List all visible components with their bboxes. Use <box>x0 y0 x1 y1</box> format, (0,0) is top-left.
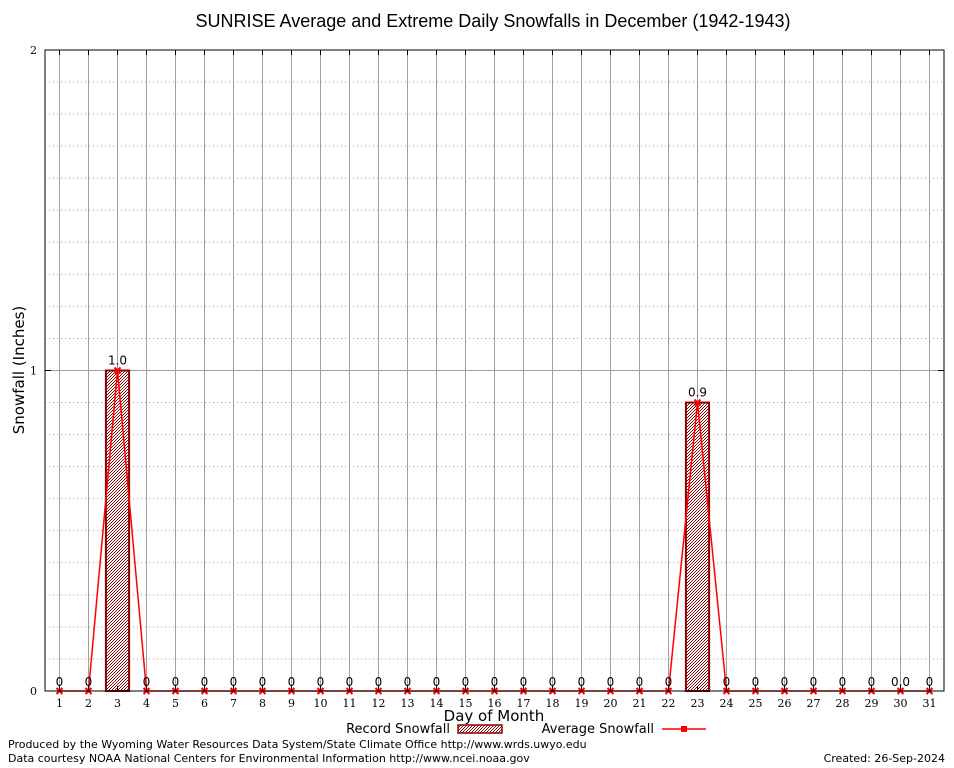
x-tick-label: 19 <box>575 697 589 710</box>
x-tick-label: 24 <box>720 697 734 710</box>
footer-created: Created: 26-Sep-2024 <box>823 752 945 765</box>
x-tick-label: 9 <box>288 697 295 710</box>
data-label: 0 <box>636 675 644 689</box>
data-label: 0 <box>433 675 441 689</box>
data-label: 0 <box>346 675 354 689</box>
data-label: 0 <box>607 675 615 689</box>
footer-produced-by: Produced by the Wyoming Water Resources … <box>8 738 587 751</box>
y-tick-label: 0 <box>30 685 37 698</box>
x-tick-label: 26 <box>778 697 792 710</box>
data-label: 0 <box>143 675 151 689</box>
x-tick-label: 29 <box>865 697 879 710</box>
data-label: 0 <box>665 675 673 689</box>
data-label: 0 <box>868 675 876 689</box>
x-tick-label: 10 <box>314 697 328 710</box>
x-tick-label: 21 <box>633 697 647 710</box>
data-label: 0 <box>172 675 180 689</box>
x-tick-label: 7 <box>230 697 237 710</box>
x-tick-label: 4 <box>143 697 150 710</box>
data-label: 1.0 <box>108 354 127 368</box>
x-tick-label: 5 <box>172 697 179 710</box>
x-tick-label: 28 <box>836 697 850 710</box>
legend-marker-average <box>681 726 687 732</box>
x-tick-label: 22 <box>662 697 676 710</box>
record-bar <box>104 369 131 692</box>
x-tick-label: 17 <box>517 697 531 710</box>
data-label: 0 <box>462 675 470 689</box>
record-bar <box>684 401 711 692</box>
data-label: 0 <box>578 675 586 689</box>
axis-ticks: 1 2 3 4 5 6 7 8 9 10 11 12 13 14 15 16 17 18 19 20 21 22 23 24 2… <box>30 44 944 710</box>
x-tick-label: 15 <box>459 697 473 710</box>
data-label: 0 <box>520 675 528 689</box>
data-label: 0 <box>404 675 412 689</box>
legend: Record Snowfall Average Snowfall <box>346 722 706 737</box>
x-tick-label: 1 <box>56 697 63 710</box>
legend-label-record: Record Snowfall <box>346 722 450 737</box>
footer-data-courtesy: Data courtesy NOAA National Centers for … <box>8 752 530 765</box>
x-tick-label: 6 <box>201 697 208 710</box>
x-tick-label: 23 <box>691 697 705 710</box>
x-tick-label: 25 <box>749 697 763 710</box>
average-point-marker <box>113 366 122 375</box>
data-label: 0 <box>230 675 238 689</box>
x-tick-label: 14 <box>430 697 444 710</box>
data-label: 0 <box>201 675 209 689</box>
data-labels: 0 0 1.0 0 0 0 0 0 0 0 0 0 0 0 0 0 0 0 0 0 0 0 0.9 0 0 0 0 0 0 0.0 0 <box>56 354 934 690</box>
x-tick-label: 13 <box>401 697 415 710</box>
data-label: 0 <box>491 675 499 689</box>
data-label: 0.9 <box>688 386 707 400</box>
data-label: 0 <box>317 675 325 689</box>
x-tick-label: 2 <box>85 697 92 710</box>
x-tick-label: 20 <box>604 697 618 710</box>
x-tick-label: 31 <box>923 697 937 710</box>
legend-swatch-record <box>457 724 503 734</box>
data-label: 0 <box>549 675 557 689</box>
x-tick-label: 3 <box>114 697 121 710</box>
data-label: 0 <box>810 675 818 689</box>
data-label: 0 <box>56 675 64 689</box>
data-label: 0 <box>839 675 847 689</box>
grid-lines <box>45 50 944 691</box>
data-label: 0 <box>752 675 760 689</box>
x-tick-label: 8 <box>259 697 266 710</box>
data-label: 0 <box>926 675 934 689</box>
x-tick-label: 30 <box>894 697 908 710</box>
y-axis-label: Snowfall (Inches) <box>10 306 28 434</box>
data-label: 0 <box>288 675 296 689</box>
average-point-marker <box>693 398 702 407</box>
x-tick-label: 16 <box>488 697 502 710</box>
x-axis-label: Day of Month <box>444 707 545 725</box>
data-label: 0 <box>259 675 267 689</box>
x-tick-label: 18 <box>546 697 560 710</box>
data-label: 0.0 <box>891 675 910 689</box>
data-label: 0 <box>723 675 731 689</box>
chart-title: SUNRISE Average and Extreme Daily Snowfa… <box>196 11 791 31</box>
y-tick-label: 1 <box>30 365 37 378</box>
data-label: 0 <box>85 675 93 689</box>
x-tick-label: 27 <box>807 697 821 710</box>
x-tick-label: 11 <box>343 697 357 710</box>
data-label: 0 <box>375 675 383 689</box>
x-tick-label: 12 <box>372 697 386 710</box>
y-tick-label: 2 <box>30 44 37 57</box>
legend-label-average: Average Snowfall <box>542 722 654 737</box>
data-label: 0 <box>781 675 789 689</box>
